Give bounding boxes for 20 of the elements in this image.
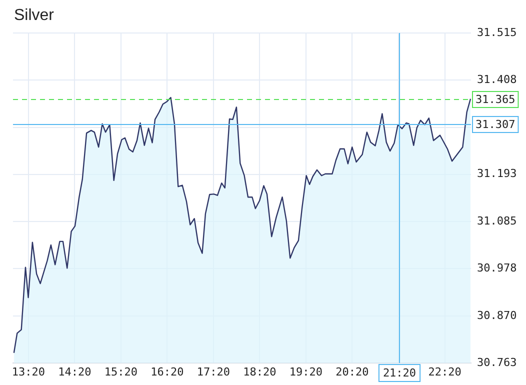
- x-tick-label: 19:20: [289, 365, 323, 378]
- x-tick-label: 22:20: [428, 365, 462, 378]
- y-tick-label: 30.870: [477, 308, 517, 322]
- ref-line-label: 31.307: [476, 118, 516, 131]
- y-tick-label: 31.193: [477, 167, 517, 180]
- ref-line-label: 21:20: [382, 366, 416, 380]
- y-tick-label: 30.763: [477, 356, 517, 369]
- x-tick-label: 13:20: [12, 365, 45, 378]
- y-tick-label: 31.085: [477, 214, 517, 228]
- x-tick-label: 17:20: [196, 365, 230, 378]
- y-tick-label: 30.978: [477, 262, 517, 275]
- x-tick-label: 18:20: [243, 365, 276, 378]
- x-tick-label: 20:20: [336, 365, 369, 378]
- x-tick-label: 14:20: [58, 365, 92, 378]
- x-tick-label: 15:20: [104, 365, 138, 378]
- y-tick-label: 31.408: [477, 72, 517, 86]
- ref-line-label: 31.365: [476, 92, 516, 106]
- y-tick-label: 31.515: [477, 26, 517, 39]
- chart-title: Silver: [14, 7, 54, 25]
- x-tick-label: 16:20: [150, 365, 184, 378]
